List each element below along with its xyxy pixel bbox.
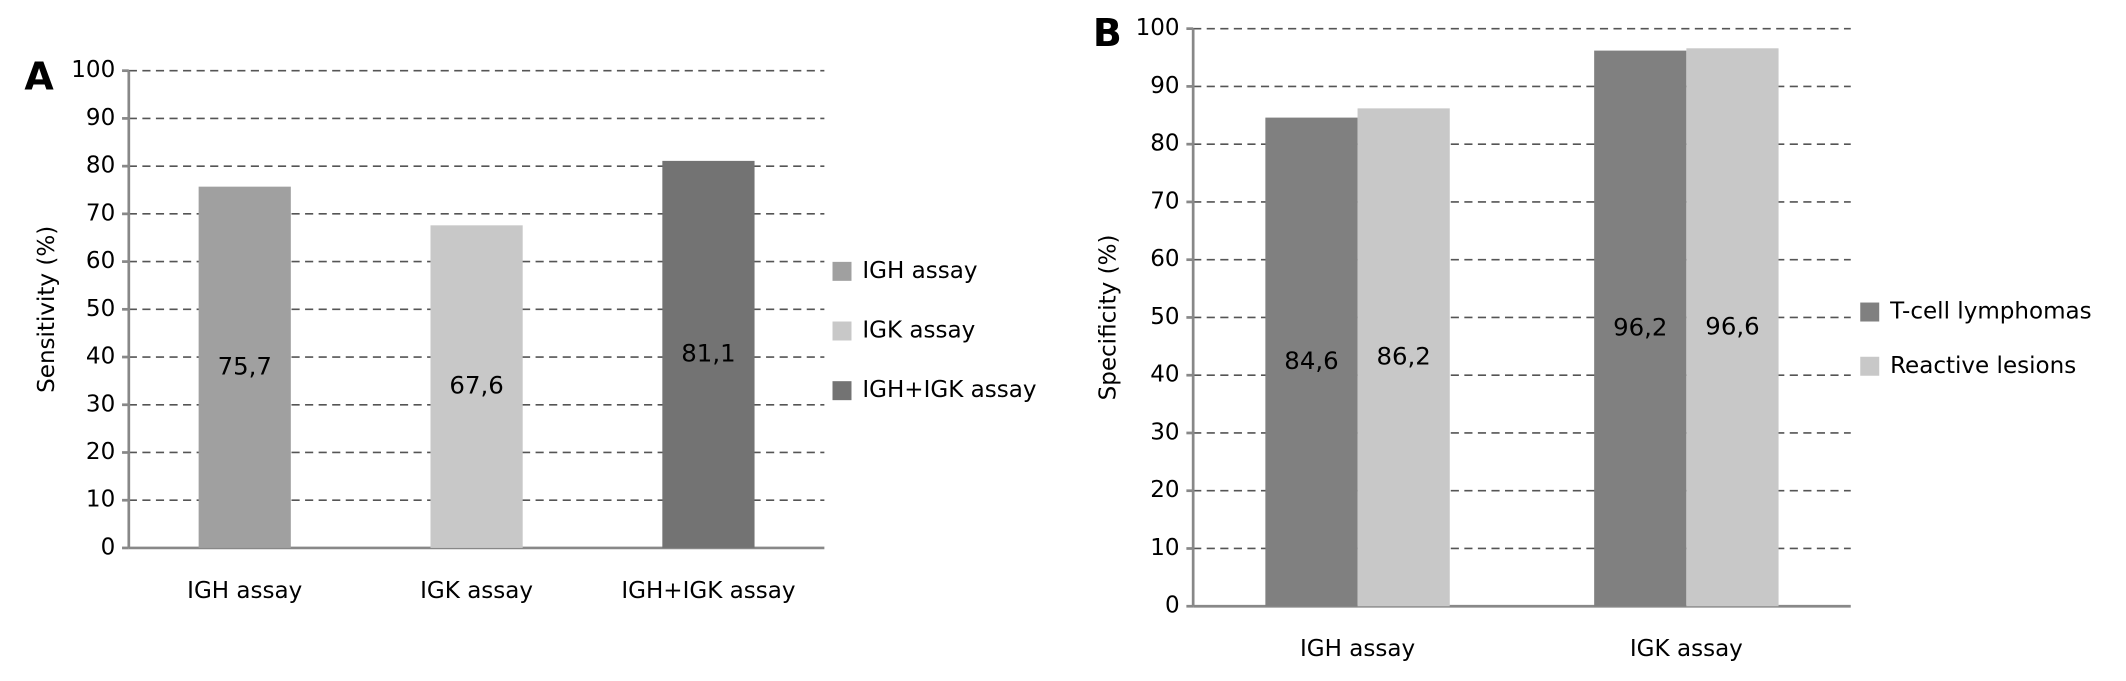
value-label: 75,7 [218, 351, 272, 380]
y-tick-label: 0 [1165, 593, 1180, 619]
panel-label: B [1093, 11, 1122, 55]
y-tick-label: 30 [86, 391, 115, 417]
y-tick-label: 90 [1150, 73, 1179, 99]
bar [1357, 108, 1450, 607]
bar [430, 225, 523, 548]
value-label: 86,2 [1377, 341, 1431, 370]
y-tick-label: 10 [1150, 535, 1179, 561]
legend-swatch [832, 321, 852, 341]
y-tick-label: 70 [1150, 188, 1179, 214]
y-tick-label: 70 [86, 200, 115, 226]
y-tick-label: 90 [86, 105, 115, 131]
x-tick-label: IGK assay [1630, 636, 1743, 662]
bar [662, 160, 755, 548]
y-tick-label: 50 [1150, 304, 1179, 330]
bar [198, 186, 291, 548]
legend-swatch [1860, 356, 1880, 376]
y-tick-label: 30 [1150, 419, 1179, 445]
y-tick-label: 80 [1150, 131, 1179, 157]
legend-swatch [832, 261, 852, 281]
value-label: 96,6 [1705, 311, 1759, 340]
y-tick-label: 60 [1150, 246, 1179, 272]
y-tick-label: 100 [71, 57, 115, 83]
y-tick-label: 50 [86, 296, 115, 322]
legend-label: Reactive lesions [1890, 353, 2076, 379]
y-tick-label: 40 [1150, 362, 1179, 388]
legend-swatch [1860, 302, 1880, 322]
x-tick-label: IGH assay [1300, 636, 1415, 662]
y-tick-label: 40 [86, 344, 115, 370]
value-label: 81,1 [681, 338, 735, 367]
value-label: 67,6 [449, 371, 503, 400]
bar [1594, 50, 1687, 607]
y-tick-label: 20 [1150, 477, 1179, 503]
y-tick-label: 10 [86, 487, 115, 513]
x-tick-label: IGK assay [420, 578, 533, 604]
y-tick-label: 20 [86, 439, 115, 465]
x-tick-label: IGH+IGK assay [621, 578, 795, 604]
legend-swatch [832, 381, 852, 401]
legend-label: IGH+IGK assay [862, 377, 1036, 403]
y-axis-label: Sensitivity (%) [34, 226, 60, 393]
y-tick-label: 0 [101, 534, 116, 560]
x-tick-label: IGH assay [187, 578, 302, 604]
legend-label: IGH assay [862, 258, 977, 284]
legend-label: IGK assay [862, 318, 975, 344]
legend-label: T-cell lymphomas [1889, 299, 2092, 325]
y-axis-label: Specificity (%) [1096, 235, 1122, 401]
y-tick-label: 80 [86, 153, 115, 179]
y-tick-label: 100 [1136, 15, 1180, 41]
value-label: 96,2 [1613, 312, 1667, 341]
value-label: 84,6 [1284, 346, 1338, 375]
panel-label: A [24, 54, 54, 98]
bar [1265, 117, 1358, 607]
bar [1686, 48, 1779, 607]
y-tick-label: 60 [86, 248, 115, 274]
